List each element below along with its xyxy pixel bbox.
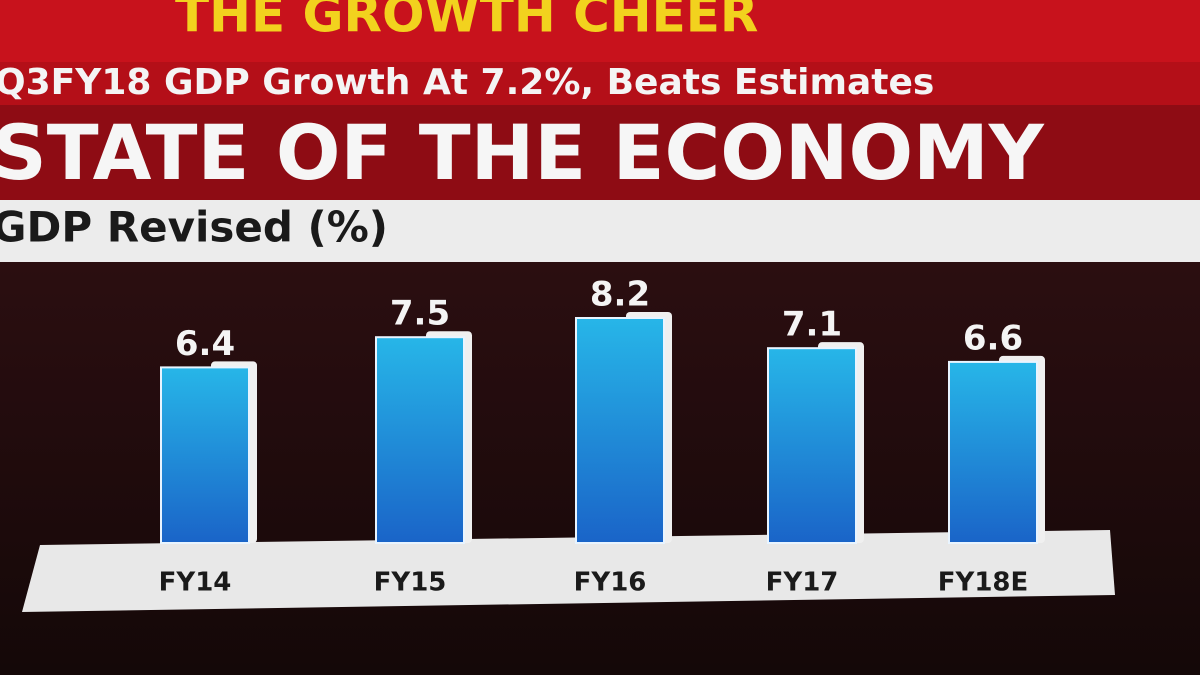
bar — [767, 347, 857, 544]
value-label: 8.2 — [590, 275, 650, 315]
value-label: 7.1 — [782, 305, 842, 345]
value-label: 6.6 — [963, 318, 1023, 358]
x-tick-label: FY15 — [374, 568, 447, 598]
bar — [575, 317, 665, 544]
x-tick-label: FY17 — [766, 568, 839, 598]
title-band — [0, 105, 1200, 205]
bar — [375, 336, 465, 544]
bar — [160, 366, 250, 545]
banner-band — [0, 0, 1200, 70]
value-label: 7.5 — [390, 294, 450, 334]
chart-title: STATE OF THE ECONOMY — [0, 108, 1045, 197]
chart-subtitle: GDP Revised (%) — [0, 203, 388, 252]
plot: 6.4 FY14 7.5 FY15 8.2 FY16 7.1 FY17 6.6 FY18E — [159, 275, 1045, 598]
value-label: 6.4 — [175, 324, 235, 364]
ticker-band — [0, 62, 1200, 107]
platform — [22, 530, 1115, 612]
bar — [948, 360, 1038, 544]
x-tick-label: FY16 — [574, 568, 647, 598]
x-tick-label: FY14 — [159, 568, 232, 598]
banner-text: THE GROWTH CHEER — [175, 0, 758, 44]
subtitle-band — [0, 200, 1200, 262]
ticker-text: Q3FY18 GDP Growth At 7.2%, Beats Estimat… — [0, 62, 934, 103]
x-tick-label: FY18E — [938, 568, 1029, 598]
